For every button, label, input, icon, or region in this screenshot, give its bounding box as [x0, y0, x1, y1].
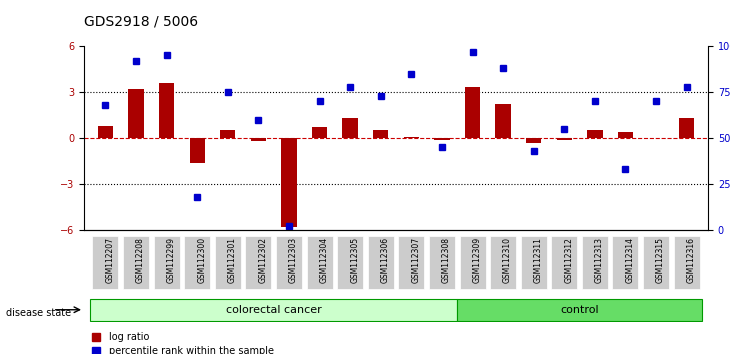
Text: GSM112308: GSM112308 — [442, 237, 451, 283]
Text: colorectal cancer: colorectal cancer — [226, 305, 321, 315]
Text: GSM112299: GSM112299 — [166, 237, 175, 283]
Text: GSM112313: GSM112313 — [595, 237, 604, 283]
FancyBboxPatch shape — [551, 236, 577, 289]
Text: GSM112300: GSM112300 — [197, 237, 206, 284]
FancyBboxPatch shape — [520, 236, 547, 289]
Text: GSM112309: GSM112309 — [472, 237, 482, 284]
Bar — [587, 130, 602, 138]
FancyBboxPatch shape — [93, 236, 118, 289]
Text: GSM112304: GSM112304 — [320, 237, 328, 284]
FancyBboxPatch shape — [184, 236, 210, 289]
Bar — [496, 104, 511, 138]
FancyBboxPatch shape — [276, 236, 302, 289]
FancyBboxPatch shape — [337, 236, 363, 289]
Text: GSM112305: GSM112305 — [350, 237, 359, 284]
FancyBboxPatch shape — [90, 299, 457, 321]
Text: GSM112207: GSM112207 — [105, 237, 115, 283]
Text: GSM112311: GSM112311 — [534, 237, 542, 283]
Text: GDS2918 / 5006: GDS2918 / 5006 — [84, 14, 198, 28]
Text: disease state: disease state — [6, 308, 71, 318]
Bar — [159, 83, 174, 138]
Bar — [312, 127, 327, 138]
Text: control: control — [561, 305, 599, 315]
Text: GSM112303: GSM112303 — [289, 237, 298, 284]
Text: GSM112208: GSM112208 — [136, 237, 145, 283]
Bar — [618, 132, 633, 138]
Bar — [190, 138, 205, 162]
Text: percentile rank within the sample: percentile rank within the sample — [109, 346, 274, 354]
FancyBboxPatch shape — [582, 236, 608, 289]
Text: GSM112307: GSM112307 — [411, 237, 420, 284]
Bar — [557, 138, 572, 139]
FancyBboxPatch shape — [245, 236, 272, 289]
Bar — [281, 138, 296, 227]
Bar — [434, 138, 450, 139]
FancyBboxPatch shape — [457, 299, 702, 321]
Text: GSM112314: GSM112314 — [626, 237, 634, 283]
Text: GSM112312: GSM112312 — [564, 237, 573, 283]
FancyBboxPatch shape — [123, 236, 149, 289]
Bar — [220, 130, 235, 138]
FancyBboxPatch shape — [429, 236, 455, 289]
FancyBboxPatch shape — [153, 236, 180, 289]
FancyBboxPatch shape — [490, 236, 516, 289]
Text: GSM112302: GSM112302 — [258, 237, 267, 283]
Bar — [128, 89, 144, 138]
FancyBboxPatch shape — [612, 236, 639, 289]
Bar — [98, 126, 113, 138]
FancyBboxPatch shape — [368, 236, 393, 289]
Bar — [526, 138, 542, 143]
Text: GSM112315: GSM112315 — [656, 237, 665, 283]
FancyBboxPatch shape — [399, 236, 424, 289]
Bar — [250, 138, 266, 141]
Bar — [679, 118, 694, 138]
Text: log ratio: log ratio — [109, 332, 150, 342]
FancyBboxPatch shape — [215, 236, 241, 289]
Text: GSM112310: GSM112310 — [503, 237, 512, 283]
Text: GSM112301: GSM112301 — [228, 237, 237, 283]
FancyBboxPatch shape — [459, 236, 485, 289]
Bar — [373, 130, 388, 138]
Bar — [342, 118, 358, 138]
Text: GSM112316: GSM112316 — [687, 237, 696, 283]
Bar — [404, 137, 419, 138]
Text: GSM112306: GSM112306 — [381, 237, 390, 284]
FancyBboxPatch shape — [674, 236, 699, 289]
FancyBboxPatch shape — [307, 236, 333, 289]
Bar — [465, 87, 480, 138]
FancyBboxPatch shape — [643, 236, 669, 289]
